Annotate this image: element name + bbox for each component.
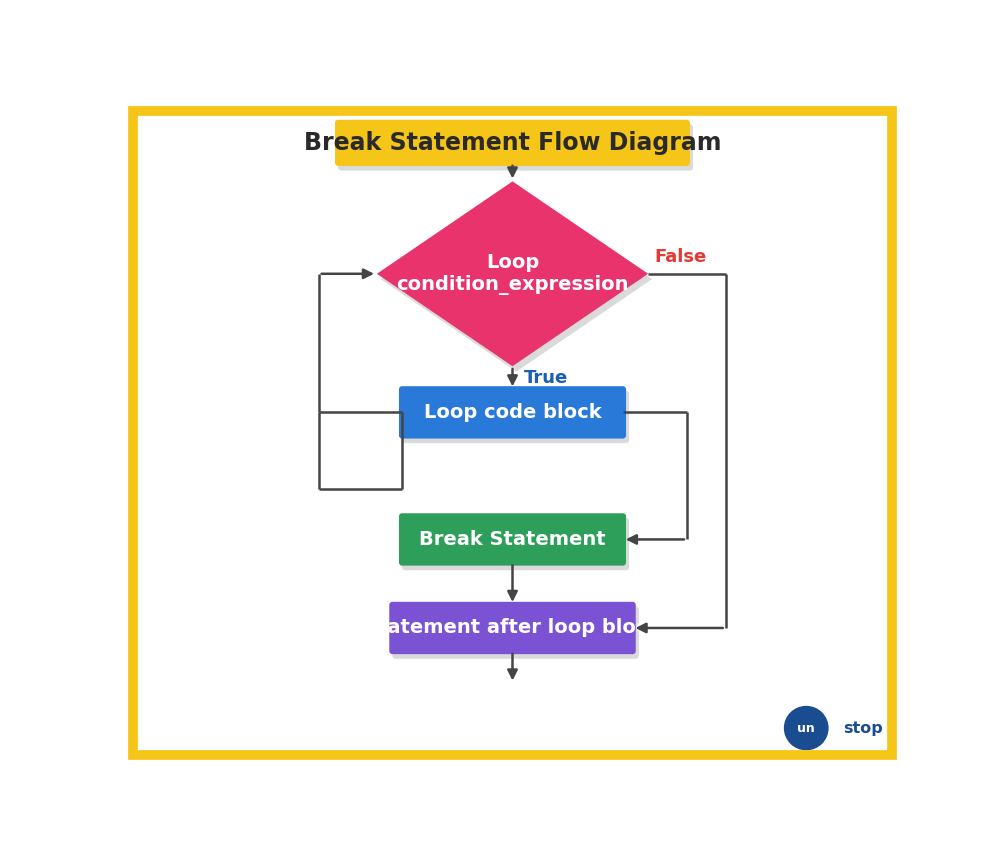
- Text: Loop code block: Loop code block: [424, 403, 601, 422]
- Text: Loop
condition_expression: Loop condition_expression: [396, 253, 629, 295]
- FancyBboxPatch shape: [392, 607, 639, 659]
- Circle shape: [785, 706, 828, 750]
- Polygon shape: [381, 187, 652, 372]
- FancyBboxPatch shape: [402, 518, 629, 570]
- FancyBboxPatch shape: [338, 124, 693, 171]
- Text: Statement after loop block: Statement after loop block: [364, 619, 661, 638]
- Polygon shape: [377, 182, 648, 366]
- FancyBboxPatch shape: [389, 602, 636, 654]
- Text: Break Statement Flow Diagram: Break Statement Flow Diagram: [304, 131, 721, 155]
- Text: True: True: [524, 369, 568, 387]
- FancyBboxPatch shape: [402, 391, 629, 443]
- Text: stop: stop: [843, 721, 883, 735]
- FancyBboxPatch shape: [399, 387, 626, 439]
- FancyBboxPatch shape: [399, 513, 626, 566]
- Text: Break Statement: Break Statement: [419, 530, 606, 549]
- Text: False: False: [654, 248, 707, 266]
- FancyBboxPatch shape: [335, 120, 690, 166]
- Text: un: un: [797, 722, 815, 734]
